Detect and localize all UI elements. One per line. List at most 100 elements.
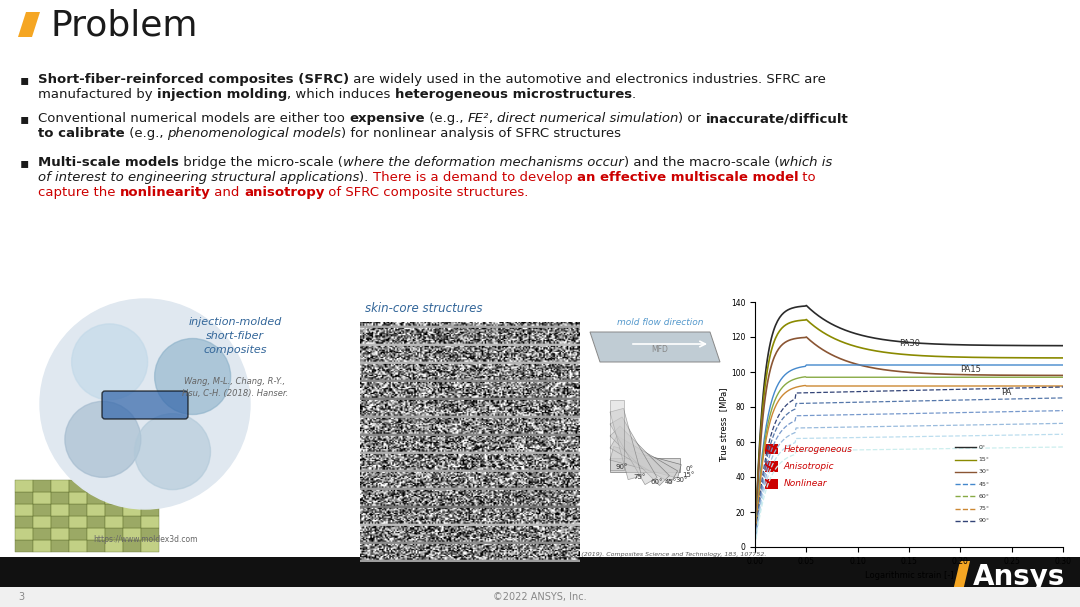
Text: Problem: Problem xyxy=(50,9,198,43)
Text: 30°: 30° xyxy=(676,477,688,483)
Bar xyxy=(105,492,123,504)
Text: manufactured by: manufactured by xyxy=(38,88,157,101)
Bar xyxy=(51,480,69,492)
Bar xyxy=(33,504,51,516)
Text: ) for nonlinear analysis of SFRC structures: ) for nonlinear analysis of SFRC structu… xyxy=(341,127,621,140)
Text: FE²: FE² xyxy=(468,112,489,125)
Bar xyxy=(33,540,51,552)
Bar xyxy=(51,528,69,540)
Text: ) and the macro-scale (: ) and the macro-scale ( xyxy=(623,156,779,169)
Text: (e.g.,: (e.g., xyxy=(124,127,167,140)
Text: Hessman, P. A., Riedel, T., Welschinger, F., Hornberger, K., Böhlke, T. (2019). : Hessman, P. A., Riedel, T., Welschinger,… xyxy=(365,552,767,557)
Bar xyxy=(105,528,123,540)
Bar xyxy=(15,297,355,552)
Bar xyxy=(69,528,87,540)
Bar xyxy=(15,492,33,504)
Text: ▪: ▪ xyxy=(21,156,29,170)
Circle shape xyxy=(40,299,249,509)
Polygon shape xyxy=(610,409,642,480)
Text: https://www.moldex3d.com: https://www.moldex3d.com xyxy=(93,535,198,544)
Text: ©2022 ANSYS, Inc.: ©2022 ANSYS, Inc. xyxy=(494,592,586,602)
Bar xyxy=(0,557,1080,607)
Bar xyxy=(0,587,1080,607)
Text: 75°: 75° xyxy=(633,473,646,480)
Text: which is: which is xyxy=(779,156,833,169)
Bar xyxy=(87,528,105,540)
Bar xyxy=(123,516,141,528)
Text: MFD: MFD xyxy=(651,345,669,354)
Text: bridge the micro-scale (: bridge the micro-scale ( xyxy=(179,156,342,169)
Text: ,: , xyxy=(489,112,497,125)
Bar xyxy=(87,540,105,552)
Bar xyxy=(51,504,69,516)
Text: injection molding: injection molding xyxy=(157,88,287,101)
Bar xyxy=(123,504,141,516)
Text: PA: PA xyxy=(1001,388,1012,397)
Bar xyxy=(69,492,87,504)
Circle shape xyxy=(154,339,231,415)
Text: (e.g.,: (e.g., xyxy=(424,112,468,125)
Text: 75°: 75° xyxy=(978,506,989,511)
FancyBboxPatch shape xyxy=(102,391,188,419)
Polygon shape xyxy=(951,561,970,595)
Text: 0°: 0° xyxy=(978,445,986,450)
Polygon shape xyxy=(18,12,40,37)
Text: 0°: 0° xyxy=(685,466,693,472)
Text: Anisotropic: Anisotropic xyxy=(784,462,835,471)
Text: and: and xyxy=(211,186,244,199)
Text: 90°: 90° xyxy=(978,518,989,523)
Text: an effective multiscale model: an effective multiscale model xyxy=(577,171,798,184)
Bar xyxy=(105,480,123,492)
Text: 60°: 60° xyxy=(978,493,989,499)
Polygon shape xyxy=(610,436,677,483)
Text: direct numerical simulation: direct numerical simulation xyxy=(497,112,678,125)
Bar xyxy=(15,480,33,492)
Bar xyxy=(766,461,778,472)
Bar xyxy=(105,504,123,516)
Bar xyxy=(87,516,105,528)
Text: injection-molded
short-fiber
composites: injection-molded short-fiber composites xyxy=(188,317,282,355)
Text: Ansys: Ansys xyxy=(973,563,1065,591)
Bar xyxy=(33,492,51,504)
Bar xyxy=(69,540,87,552)
Polygon shape xyxy=(610,426,670,486)
Text: Nonlinear: Nonlinear xyxy=(784,480,827,489)
Text: Heterogeneous: Heterogeneous xyxy=(784,444,853,453)
Bar xyxy=(141,528,159,540)
Bar xyxy=(51,492,69,504)
Text: heterogeneous microstructures: heterogeneous microstructures xyxy=(395,88,632,101)
Text: Short-fiber-reinforced composites (SFRC): Short-fiber-reinforced composites (SFRC) xyxy=(38,73,349,86)
Bar xyxy=(15,516,33,528)
Circle shape xyxy=(65,401,140,477)
Polygon shape xyxy=(610,447,681,478)
Text: Wang, M-L., Chang, R-Y.,
Hsu, C-H. (2018). Hanser.: Wang, M-L., Chang, R-Y., Hsu, C-H. (2018… xyxy=(181,377,288,398)
Text: , which induces: , which induces xyxy=(287,88,395,101)
Text: 30°: 30° xyxy=(978,469,989,474)
Polygon shape xyxy=(610,400,624,470)
Bar xyxy=(15,504,33,516)
Text: anisotropy: anisotropy xyxy=(244,186,324,199)
Text: 15°: 15° xyxy=(683,472,696,478)
Bar xyxy=(69,480,87,492)
Text: phenomenological models: phenomenological models xyxy=(167,127,341,140)
Text: 45°: 45° xyxy=(664,480,677,486)
Bar xyxy=(141,492,159,504)
Text: where the deformation mechanisms occur: where the deformation mechanisms occur xyxy=(342,156,623,169)
Text: 15°: 15° xyxy=(978,457,989,462)
Polygon shape xyxy=(610,417,657,484)
Bar xyxy=(141,516,159,528)
Text: PA30: PA30 xyxy=(899,339,920,348)
Bar xyxy=(141,540,159,552)
Bar xyxy=(15,528,33,540)
Text: to calibrate: to calibrate xyxy=(38,127,124,140)
Bar xyxy=(105,540,123,552)
Bar xyxy=(69,516,87,528)
Text: are widely used in the automotive and electronics industries. SFRC are: are widely used in the automotive and el… xyxy=(349,73,826,86)
Bar xyxy=(123,528,141,540)
Bar xyxy=(69,504,87,516)
Circle shape xyxy=(135,413,211,490)
Bar xyxy=(33,516,51,528)
Text: of SFRC composite structures.: of SFRC composite structures. xyxy=(324,186,529,199)
Text: skin-core structures: skin-core structures xyxy=(365,302,483,315)
Text: to: to xyxy=(798,171,816,184)
